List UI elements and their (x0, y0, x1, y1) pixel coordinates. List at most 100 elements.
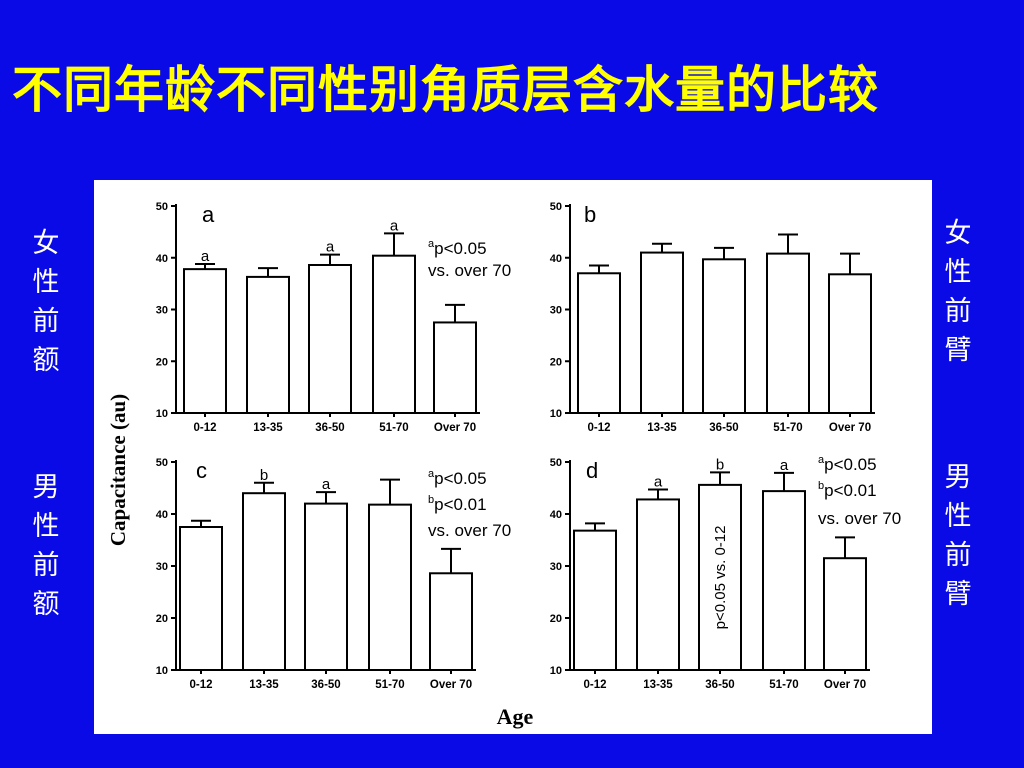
x-tick-label: 51-70 (773, 422, 802, 434)
bar-c-0-12 (179, 526, 223, 671)
bar-b-51-70 (766, 252, 810, 414)
y-tick-label: 20 (156, 613, 168, 625)
x-tick-label: 0-12 (587, 422, 610, 434)
annotation-text: bp<0.01 (428, 494, 487, 514)
side-label-male-forehead: 男性前额 (26, 468, 66, 624)
annotation-superscript: b (818, 480, 824, 492)
panel-letter-c: c (196, 458, 207, 483)
x-axis-label: Age (497, 704, 534, 729)
side-label-char: 前 (32, 306, 60, 337)
y-tick-label: 30 (156, 305, 168, 317)
y-tick-label: 50 (156, 457, 168, 469)
side-label-char: 额 (32, 589, 60, 620)
side-label-char: 臂 (944, 335, 972, 366)
x-tick-label: 36-50 (315, 422, 344, 434)
bar-a-13-35 (246, 275, 290, 414)
side-label-char: 男 (944, 462, 972, 493)
significance-mark: a (322, 476, 331, 493)
bar-b-0-12 (577, 272, 621, 415)
x-tick-label: Over 70 (829, 422, 871, 434)
bar-a-51-70 (372, 254, 416, 415)
x-tick-label: 51-70 (379, 422, 408, 434)
side-label-char: 前 (32, 550, 60, 581)
annotation-text: vs. over 70 (428, 521, 511, 540)
x-tick-label: 13-35 (249, 679, 279, 691)
x-tick-label: 36-50 (705, 679, 734, 691)
side-label-char: 男 (32, 472, 60, 503)
bar-d-51-70 (762, 490, 806, 671)
annotation-main: p<0.01 (824, 481, 876, 500)
y-tick-label: 50 (550, 457, 562, 469)
y-tick-label: 40 (156, 509, 168, 521)
side-label-female-forearm: 女性前臂 (938, 214, 978, 370)
bar-c-Over 70 (429, 572, 473, 671)
bar-b-36-50 (702, 258, 746, 414)
annotation-text: ap<0.05 (428, 238, 487, 258)
significance-mark: b (260, 467, 268, 484)
bar-a-36-50 (308, 263, 352, 415)
y-tick-label: 40 (550, 509, 562, 521)
x-tick-label: 13-35 (643, 679, 673, 691)
significance-mark: a (780, 457, 789, 474)
annotation-superscript: a (428, 468, 435, 480)
annotation-text: ap<0.05 (818, 454, 877, 474)
side-label-char: 额 (32, 345, 60, 376)
y-tick-label: 10 (550, 408, 562, 420)
bar-b-13-35 (640, 251, 684, 414)
y-tick-label: 30 (156, 561, 168, 573)
y-tick-label: 10 (550, 665, 562, 677)
annotation-main: p<0.05 (434, 239, 486, 258)
x-tick-label: 13-35 (253, 422, 283, 434)
side-label-char: 前 (944, 540, 972, 571)
annotation-main: p<0.05 (824, 455, 876, 474)
side-label-char: 女 (944, 218, 972, 249)
x-tick-label: Over 70 (434, 422, 476, 434)
side-label-male-forearm: 男性前臂 (938, 458, 978, 614)
annotation-text: vs. over 70 (818, 509, 901, 528)
x-tick-label: 13-35 (647, 422, 677, 434)
annotation-superscript: a (428, 238, 435, 250)
x-tick-label: 51-70 (769, 679, 798, 691)
annotation-superscript: b (428, 494, 434, 506)
x-tick-label: 36-50 (709, 422, 738, 434)
bar-note: p<0.05 vs. 0-12 (712, 526, 729, 630)
bar-c-13-35 (242, 492, 286, 672)
significance-mark: a (326, 239, 335, 256)
y-tick-label: 20 (156, 356, 168, 368)
x-tick-label: Over 70 (430, 679, 472, 691)
y-tick-label: 50 (156, 201, 168, 213)
significance-mark: a (654, 474, 663, 491)
x-tick-label: 0-12 (193, 422, 216, 434)
side-label-char: 前 (944, 296, 972, 327)
x-tick-label: 0-12 (189, 679, 212, 691)
side-label-char: 臂 (944, 579, 972, 610)
x-tick-label: 51-70 (375, 679, 404, 691)
y-tick-label: 40 (550, 253, 562, 265)
side-label-char: 女 (32, 228, 60, 259)
y-tick-label: 40 (156, 253, 168, 265)
bar-d-13-35 (636, 498, 680, 671)
significance-mark: b (716, 456, 724, 473)
y-tick-label: 20 (550, 613, 562, 625)
side-label-char: 性 (944, 257, 972, 288)
y-tick-label: 50 (550, 201, 562, 213)
annotation-text: bp<0.01 (818, 480, 877, 500)
y-axis-label: Capacitance (au) (106, 394, 130, 546)
side-label-char: 性 (32, 267, 60, 298)
annotation-main: p<0.05 (434, 469, 486, 488)
slide-title: 不同年龄不同性别角质层含水量的比较 (12, 61, 879, 119)
x-tick-label: Over 70 (824, 679, 866, 691)
annotation-text: vs. over 70 (428, 261, 511, 280)
panel-letter-b: b (584, 202, 596, 227)
significance-mark: a (201, 248, 210, 265)
side-label-char: 性 (944, 501, 972, 532)
y-tick-label: 10 (156, 665, 168, 677)
annotation-superscript: a (818, 454, 825, 466)
bar-a-0-12 (183, 268, 227, 415)
chart-figure: Capacitance (au) Age a 10 20 30 40 50 0-12 a 13-… (94, 180, 932, 734)
bar-d-Over 70 (823, 557, 867, 672)
x-tick-label: 0-12 (583, 679, 606, 691)
side-label-char: 性 (32, 511, 60, 542)
bar-c-36-50 (304, 502, 348, 671)
annotation-text: ap<0.05 (428, 468, 487, 488)
